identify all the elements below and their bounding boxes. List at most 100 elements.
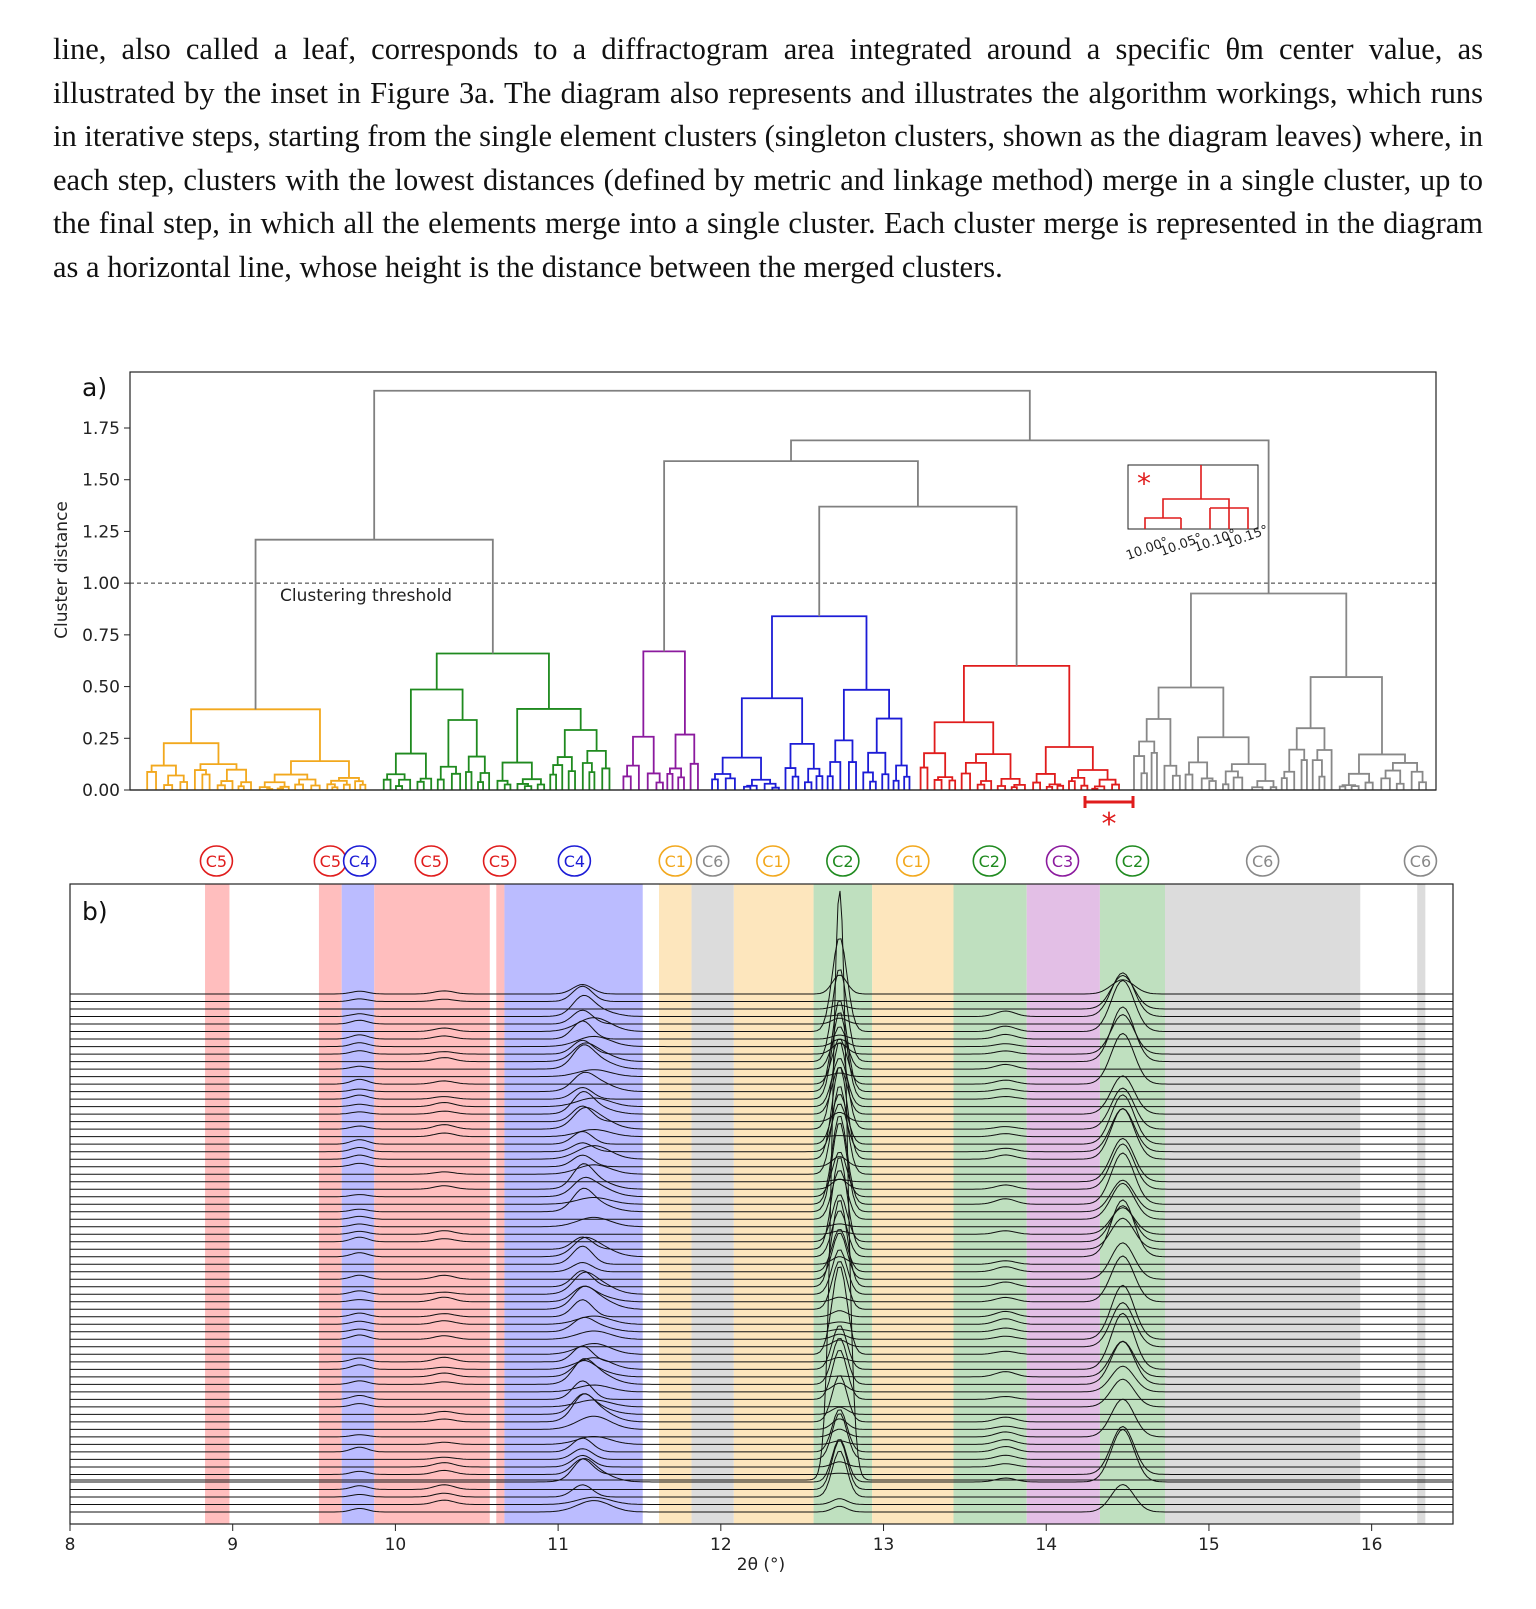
cluster-label-circle — [199, 845, 234, 877]
diffractogram-curve — [70, 1349, 1453, 1400]
y-tick-label: 0.75 — [82, 626, 120, 646]
diffractogram-curve — [70, 1284, 1453, 1340]
dendrogram-link — [791, 775, 800, 790]
dendrogram-link — [815, 775, 824, 790]
dendrogram-link — [552, 764, 564, 790]
x-tick-label: 8 — [65, 1535, 76, 1555]
diffractogram-curve — [70, 1413, 1453, 1460]
dendrogram-link — [677, 776, 685, 790]
dendrogram-link — [601, 767, 611, 790]
dendrogram-link — [834, 739, 854, 763]
dendrogram-link — [1283, 770, 1296, 790]
dendrogram-link — [581, 762, 593, 790]
dendrogram-link — [1056, 784, 1065, 790]
diffractogram-curve — [70, 1086, 1453, 1175]
cluster-label: C2 — [1122, 852, 1143, 871]
dendrogram-link — [976, 783, 986, 790]
diffractogram-curve — [70, 1393, 1453, 1415]
diffractogram-curve — [70, 1157, 1453, 1250]
dendrogram-link — [721, 756, 762, 780]
dendrogram-link — [1364, 781, 1374, 790]
diffractogram-panel: b) 8 9 10 11 12 13 14 15 16 2θ (°) — [65, 883, 1454, 1575]
diffractogram-curve — [70, 1216, 1453, 1228]
dendrogram-link — [501, 761, 533, 781]
y-tick-label: 0.25 — [82, 729, 120, 749]
cluster-label: C6 — [1252, 852, 1273, 871]
cluster-label: C5 — [489, 852, 510, 871]
cluster-label-circle — [756, 845, 790, 877]
dendrogram-link — [714, 773, 732, 780]
dendrogram-link — [496, 779, 509, 790]
diffractogram-curve — [70, 1137, 1453, 1183]
dendrogram-frame — [129, 371, 1437, 791]
cluster-label: C1 — [902, 852, 923, 871]
diffractogram-curve — [70, 1199, 1453, 1258]
dendrogram-link — [933, 721, 995, 755]
dendrogram-link — [549, 773, 557, 790]
diffractogram-curve — [70, 1207, 1453, 1235]
dendrogram-link — [1157, 686, 1225, 738]
diffractogram-curve — [70, 1194, 1453, 1243]
dendrogram-link — [479, 772, 491, 790]
dendrogram-link — [784, 767, 797, 790]
diffractogram-curve — [70, 1200, 1453, 1288]
cluster-label-circle — [482, 845, 517, 877]
dendrogram-link — [1045, 785, 1054, 790]
dendrogram-link — [933, 779, 943, 790]
dendrogram-link — [963, 664, 1071, 747]
dendrogram-link — [1280, 777, 1288, 790]
cluster-label: C6 — [702, 852, 723, 871]
dendrogram-link — [1010, 786, 1018, 790]
dendrogram-link — [1200, 777, 1214, 790]
x-tick-label: 9 — [227, 1535, 238, 1555]
cluster-label: C4 — [564, 852, 585, 871]
diffractogram-frame — [69, 883, 1454, 1525]
dendrogram-link — [1232, 776, 1244, 790]
dendrogram-link — [996, 785, 1007, 790]
panel-b-label: b) — [82, 897, 108, 926]
diffractogram-curve — [70, 1345, 1453, 1363]
cluster-label-circle — [1045, 845, 1080, 877]
dendrogram-link — [674, 733, 696, 769]
dendrogram-link — [711, 778, 719, 790]
diffractogram-curve — [70, 1042, 1453, 1130]
diffractogram-curve — [70, 985, 1453, 1002]
dendrogram-link — [622, 775, 632, 790]
x-tick-label: 14 — [1035, 1535, 1057, 1555]
dendrogram-link — [875, 717, 903, 766]
dendrogram-link — [190, 708, 321, 762]
dendrogram-link — [862, 771, 874, 790]
diffractogram-curves — [70, 890, 1453, 1513]
dendrogram-link — [1318, 775, 1326, 790]
dendrogram-link — [419, 777, 433, 790]
y-axis-label: Cluster distance — [52, 501, 72, 639]
diffractogram-curve — [70, 1415, 1453, 1430]
dendrogram-link — [1410, 770, 1424, 790]
dendrogram-link — [903, 775, 911, 790]
dendrogram-link — [867, 751, 887, 775]
diffractogram-curve — [70, 1154, 1453, 1168]
dendrogram-link — [331, 786, 339, 790]
highlight-marker: * — [1102, 807, 1117, 842]
dendrogram-link — [1418, 781, 1427, 790]
dendrogram-link — [398, 778, 412, 790]
dendrogram-link — [1145, 718, 1172, 766]
diffractogram-curve — [70, 974, 1453, 1010]
dendrogram-link — [163, 784, 174, 790]
dendrogram-link — [1269, 786, 1278, 790]
dendrogram-link — [1224, 770, 1239, 785]
diffractogram-curve — [70, 1026, 1453, 1070]
diffractogram-curve — [70, 1316, 1453, 1333]
y-tick-label: 1.75 — [82, 419, 120, 439]
dendrogram-link — [1300, 759, 1308, 790]
dendrogram-tree — [130, 389, 1436, 791]
dendrogram-link — [1163, 764, 1178, 790]
diffractogram-curve — [70, 969, 1453, 1063]
body-paragraph: line, also called a leaf, corresponds to… — [53, 28, 1483, 290]
diffractogram-curve — [70, 1409, 1453, 1453]
inset-marker: * — [1137, 467, 1151, 500]
dendrogram-link — [1338, 785, 1347, 790]
diffractogram-curve — [70, 1105, 1453, 1123]
dendrogram-link — [1395, 782, 1405, 790]
